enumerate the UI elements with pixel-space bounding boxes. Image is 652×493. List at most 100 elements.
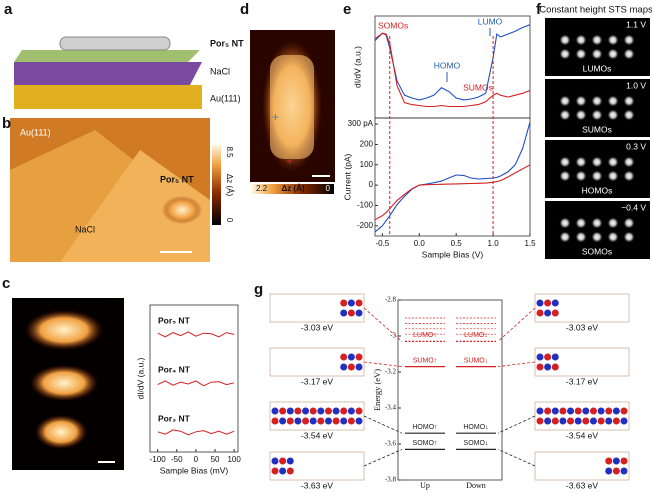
x-tick-label: 50 bbox=[211, 455, 220, 464]
x-tick-label: -0.5 bbox=[375, 239, 389, 248]
orbital-lobe bbox=[567, 417, 575, 425]
energy-label: -3.63 eV bbox=[301, 480, 333, 490]
panel-labels: a b c d e f g bbox=[2, 1, 542, 298]
orbital-lobe bbox=[302, 407, 310, 415]
colorbar-max: 0 bbox=[326, 184, 331, 193]
sts-map bbox=[545, 140, 650, 198]
panel-label: g bbox=[254, 281, 263, 298]
orbital-lobe bbox=[286, 457, 294, 465]
orbital-lobe bbox=[574, 417, 582, 425]
x-tick-label: -50 bbox=[171, 455, 183, 464]
orbital-frame bbox=[269, 451, 365, 481]
orbital-lobe bbox=[605, 407, 613, 415]
orbital-frame bbox=[534, 293, 630, 323]
orbital-lobe bbox=[574, 407, 582, 415]
column-label: Up bbox=[420, 481, 430, 490]
plot-frame bbox=[374, 117, 531, 237]
orbital-lobe bbox=[332, 407, 340, 415]
connector bbox=[497, 449, 536, 467]
y-tick-label: -3.4 bbox=[385, 404, 397, 412]
orbital-lobe bbox=[620, 457, 628, 465]
map-spot bbox=[623, 217, 635, 229]
map-bias: −0.4 V bbox=[621, 202, 646, 212]
orbital-lobe bbox=[605, 417, 613, 425]
orbital-lobe bbox=[355, 417, 363, 425]
annotation: SOMOs bbox=[378, 20, 408, 30]
spectrum-line bbox=[157, 380, 235, 387]
spectra-plot: -0.5 0.0 0.5 1.0 1.5 Sample Bias (V) dI/dV (a.… bbox=[342, 15, 536, 259]
marker: + bbox=[286, 154, 293, 168]
y-tick-label: -100 bbox=[357, 201, 374, 210]
orbital-lobe bbox=[317, 407, 325, 415]
connector bbox=[363, 361, 403, 367]
stm-image bbox=[10, 118, 221, 262]
orbital-lobe bbox=[551, 417, 559, 425]
level-label: SUMO↑ bbox=[413, 357, 438, 364]
orbital-lobe bbox=[567, 407, 575, 415]
series-label: Por₅ NT bbox=[158, 316, 191, 326]
orbital-lobe bbox=[551, 363, 559, 371]
orbital-lobe bbox=[620, 467, 628, 475]
energy-label: -3.03 eV bbox=[566, 322, 598, 332]
map-label: SOMOs bbox=[582, 246, 612, 256]
y-tick-label: -2.8 bbox=[385, 296, 397, 304]
panel-label: b bbox=[2, 115, 11, 132]
spectrum-line bbox=[157, 429, 235, 436]
map-spot bbox=[559, 48, 571, 60]
didv-line bbox=[374, 32, 531, 108]
orbital-lobe bbox=[271, 407, 279, 415]
map-spot bbox=[559, 34, 571, 46]
orbital-lobe bbox=[620, 407, 628, 415]
level-label: SOMO↓ bbox=[464, 440, 489, 447]
map-spot bbox=[559, 231, 571, 243]
panel-label: a bbox=[4, 1, 13, 18]
map-spot bbox=[607, 217, 619, 229]
colorbar-title: Δz (Å) bbox=[281, 184, 304, 193]
series-label: Por₄ NT bbox=[158, 365, 191, 375]
map-spot bbox=[559, 170, 571, 182]
schematic bbox=[14, 36, 202, 109]
orbital-lobe bbox=[279, 417, 287, 425]
label: NaCl bbox=[75, 224, 95, 234]
map-spot bbox=[591, 170, 603, 182]
spectrum-line bbox=[157, 331, 235, 338]
orbital-lobe bbox=[589, 407, 597, 415]
nacl-layer bbox=[14, 62, 202, 85]
marker: + bbox=[272, 110, 279, 124]
y-tick-label: -200 bbox=[357, 221, 374, 230]
orbital-lobe bbox=[551, 353, 559, 361]
orbital-lobe bbox=[324, 407, 332, 415]
x-tick-label: 100 bbox=[227, 455, 241, 464]
orbital-frame bbox=[534, 347, 630, 377]
y-axis-label: dI/dV (a.u.) bbox=[352, 46, 362, 88]
map-spot bbox=[559, 109, 571, 121]
map-spot bbox=[575, 48, 587, 60]
connector bbox=[363, 415, 403, 434]
panel-label: f bbox=[536, 1, 542, 18]
orbital-lobe bbox=[324, 417, 332, 425]
plot-frame bbox=[149, 304, 239, 453]
orbital-lobe bbox=[544, 363, 552, 371]
colorbar-title: Δz (Å) bbox=[225, 174, 234, 197]
orbital-lobe bbox=[302, 417, 310, 425]
map-spot bbox=[559, 95, 571, 107]
colorbar-min: 0 bbox=[225, 218, 234, 223]
label: Au(111) bbox=[20, 127, 51, 137]
orbital-lobe bbox=[347, 309, 355, 317]
y-tick-label: -3 bbox=[390, 332, 396, 340]
y-axis-label: Current (pA) bbox=[342, 153, 352, 200]
orbital-lobe bbox=[340, 309, 348, 317]
connector bbox=[497, 361, 536, 367]
map-spot bbox=[559, 156, 571, 168]
current-line bbox=[374, 164, 531, 221]
orbital-lobe bbox=[536, 417, 544, 425]
current-line bbox=[374, 121, 531, 233]
orbital-lobe bbox=[355, 309, 363, 317]
orbital-lobe bbox=[309, 407, 317, 415]
map-spot bbox=[623, 231, 635, 243]
sts-maps: 1.1 V LUMOs 1.0 V SUMOs 0.3 V HOMOs −0.4 V SOMO… bbox=[545, 18, 650, 259]
colorbar-max: 8.5 bbox=[225, 146, 234, 158]
orbital-lobe bbox=[279, 467, 287, 475]
map-bias: 1.1 V bbox=[626, 19, 646, 29]
map-spot bbox=[607, 231, 619, 243]
